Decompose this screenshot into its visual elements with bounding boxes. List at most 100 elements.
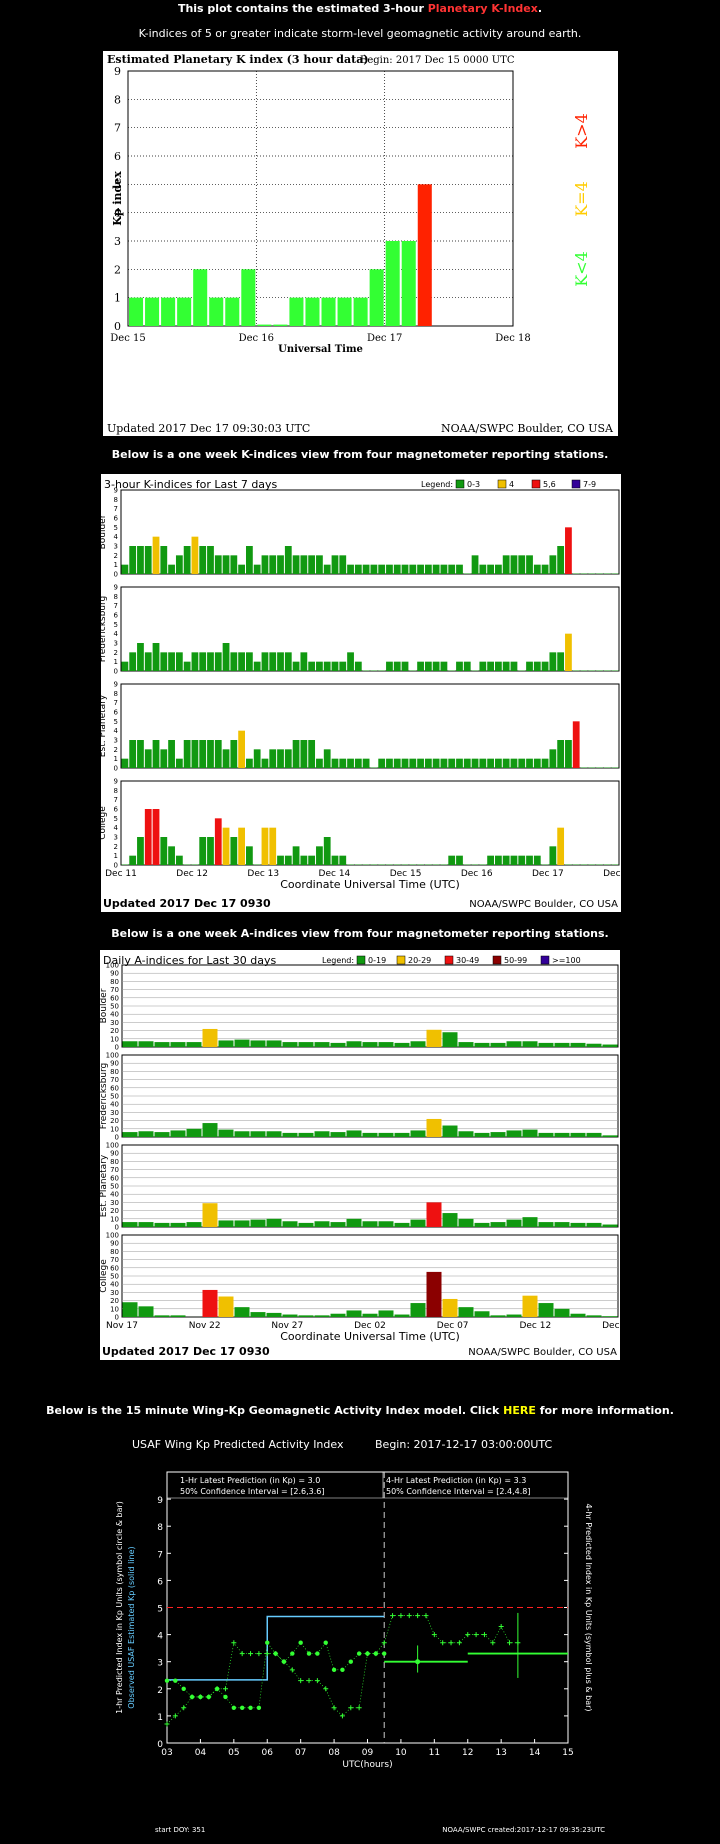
- index-bar: [526, 662, 533, 671]
- legend-swatch: [493, 956, 501, 964]
- index-bar: [526, 759, 533, 768]
- y-tick-label: 1: [114, 755, 118, 763]
- index-bar: [155, 1042, 170, 1047]
- index-bar: [300, 652, 307, 671]
- index-bar: [308, 555, 315, 574]
- index-bar: [523, 1217, 538, 1227]
- index-bar: [491, 1315, 506, 1317]
- y-tick-label: 7: [114, 122, 121, 135]
- y-tick-label: 90: [110, 1240, 119, 1248]
- index-bar: [308, 740, 315, 768]
- index-bar: [539, 1043, 554, 1047]
- y-tick-label: 80: [110, 1248, 119, 1256]
- index-bar: [456, 759, 463, 768]
- x-tick-label: 05: [228, 1748, 239, 1758]
- chart-begin: Begin: 2017-12-17 03:00:00UTC: [375, 1438, 552, 1451]
- index-bar: [184, 740, 191, 768]
- legend-title: Legend:: [421, 480, 453, 489]
- pred-4hr-plus: [256, 1651, 261, 1656]
- index-bar: [339, 555, 346, 574]
- y-tick-label: 5: [114, 718, 118, 726]
- index-bar: [549, 555, 556, 574]
- legend-label: 4: [509, 480, 514, 489]
- index-bar: [459, 1042, 474, 1047]
- index-bar: [487, 662, 494, 671]
- index-bar: [153, 809, 160, 865]
- index-bar: [587, 1315, 602, 1317]
- index-bar: [355, 565, 362, 574]
- index-bar: [137, 837, 144, 865]
- index-bar: [285, 856, 292, 865]
- index-bar: [402, 759, 409, 768]
- index-bar: [168, 740, 175, 768]
- y-tick-label: 40: [110, 1191, 119, 1199]
- index-bar: [565, 527, 572, 574]
- index-bar: [315, 1131, 330, 1137]
- station-label: Est. Planetary: [100, 1154, 109, 1217]
- y-tick-label: 100: [106, 1142, 119, 1150]
- pred-4hr-plus: [290, 1667, 295, 1672]
- index-bar: [487, 759, 494, 768]
- y-tick-label: 8: [114, 93, 121, 106]
- planetary-k-index-link[interactable]: Planetary K-Index: [428, 2, 538, 15]
- index-bar: [523, 1041, 538, 1047]
- index-bar: [215, 818, 222, 865]
- index-bar: [199, 740, 206, 768]
- index-bar: [207, 546, 214, 574]
- pred-4hr-plus: [181, 1705, 186, 1710]
- index-bar: [176, 555, 183, 574]
- pred-4hr-plus: [240, 1651, 245, 1656]
- y-tick-label: 9: [114, 681, 118, 689]
- index-bar: [155, 1132, 170, 1137]
- y-tick-label: 30: [110, 1289, 119, 1297]
- y-tick-label: 20: [110, 1297, 119, 1305]
- updated-label: Updated 2017 Dec 17 0930: [102, 1345, 270, 1358]
- index-bar: [363, 1221, 378, 1227]
- index-bar: [293, 740, 300, 768]
- chart-title: 3-hour K-indices for Last 7 days: [104, 478, 278, 491]
- y-tick-label: 1: [114, 658, 118, 666]
- y-tick-label: 50: [110, 1183, 119, 1191]
- x-tick-label: 10: [395, 1748, 407, 1758]
- x-axis-label: Coordinate Universal Time (UTC): [280, 1330, 460, 1343]
- index-bar: [269, 555, 276, 574]
- pred-1hr-circle: [240, 1706, 244, 1710]
- pred-4hr-plus: [265, 1651, 270, 1656]
- legend-swatch: [397, 956, 405, 964]
- index-bar: [441, 662, 448, 671]
- pred-4hr-plus: [223, 1686, 228, 1691]
- legend-label: K<4: [572, 251, 591, 287]
- index-bar: [299, 1042, 314, 1047]
- index-bar: [518, 759, 525, 768]
- index-bar: [129, 740, 136, 768]
- y-tick-label: 4: [114, 727, 119, 735]
- x-tick-label: 14: [529, 1748, 541, 1758]
- y-tick-label: 9: [114, 778, 118, 786]
- station-label: Est. Planetary: [101, 694, 108, 757]
- x-axis-label: UTC(hours): [342, 1760, 392, 1770]
- y-tick-label: 2: [114, 843, 118, 851]
- index-bar: [507, 1315, 522, 1317]
- index-bar: [411, 1220, 426, 1227]
- index-bar: [199, 546, 206, 574]
- index-bar: [448, 856, 455, 865]
- index-bar: [534, 856, 541, 865]
- index-bar: [223, 555, 230, 574]
- here-link[interactable]: HERE: [503, 1404, 536, 1417]
- kp-caption: This plot contains the estimated 3-hour …: [0, 2, 720, 15]
- panel-frame: [121, 781, 619, 865]
- pred-4hr-plus: [248, 1651, 253, 1656]
- index-bar: [417, 565, 424, 574]
- index-bar: [192, 537, 199, 574]
- y-tick-label: 80: [110, 1158, 119, 1166]
- index-bar: [472, 759, 479, 768]
- index-bar: [394, 565, 401, 574]
- y-tick-label: 50: [110, 1273, 119, 1281]
- index-bar: [129, 546, 136, 574]
- index-bar: [526, 555, 533, 574]
- index-bar: [122, 759, 129, 768]
- index-bar: [207, 740, 214, 768]
- kp-bar: [177, 298, 191, 326]
